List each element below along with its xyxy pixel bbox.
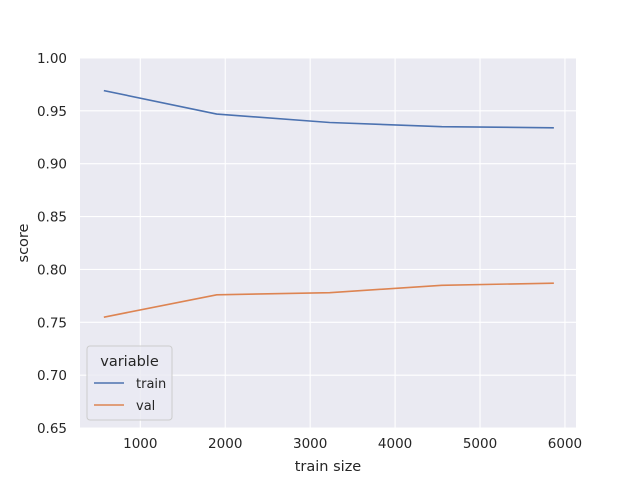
y-tick-label: 0.65 <box>37 421 67 437</box>
x-tick-label: 2000 <box>208 436 242 452</box>
x-tick-label: 4000 <box>378 436 412 452</box>
series-line-val <box>103 282 554 318</box>
x-tick-label: 5000 <box>463 436 497 452</box>
y-tick-label: 0.90 <box>37 157 67 173</box>
y-tick-labels: 0.65 0.70 0.75 0.80 0.85 0.90 0.95 1.00 <box>37 51 67 437</box>
legend-box <box>86 345 173 421</box>
y-tick-label: 0.95 <box>37 104 67 120</box>
x-tick-label: 1000 <box>123 436 157 452</box>
x-tick-labels: 1000 2000 3000 4000 5000 6000 <box>123 436 582 452</box>
x-tick-label: 6000 <box>548 436 582 452</box>
series-line-train <box>103 89 554 129</box>
y-tick-label: 0.75 <box>37 315 67 331</box>
y-tick-label: 0.80 <box>37 262 67 278</box>
y-tick-label: 0.70 <box>37 368 67 384</box>
series-lines <box>103 89 554 318</box>
legend-title: variable <box>100 354 159 370</box>
x-axis-label: train size <box>295 459 362 475</box>
legend: variable train val <box>86 345 173 421</box>
y-tick-label: 1.00 <box>37 51 67 67</box>
y-axis-label: score <box>16 223 32 262</box>
x-tick-label: 3000 <box>293 436 327 452</box>
legend-label-val: val <box>136 399 155 414</box>
legend-label-train: train <box>136 377 166 392</box>
y-tick-label: 0.85 <box>37 210 67 226</box>
